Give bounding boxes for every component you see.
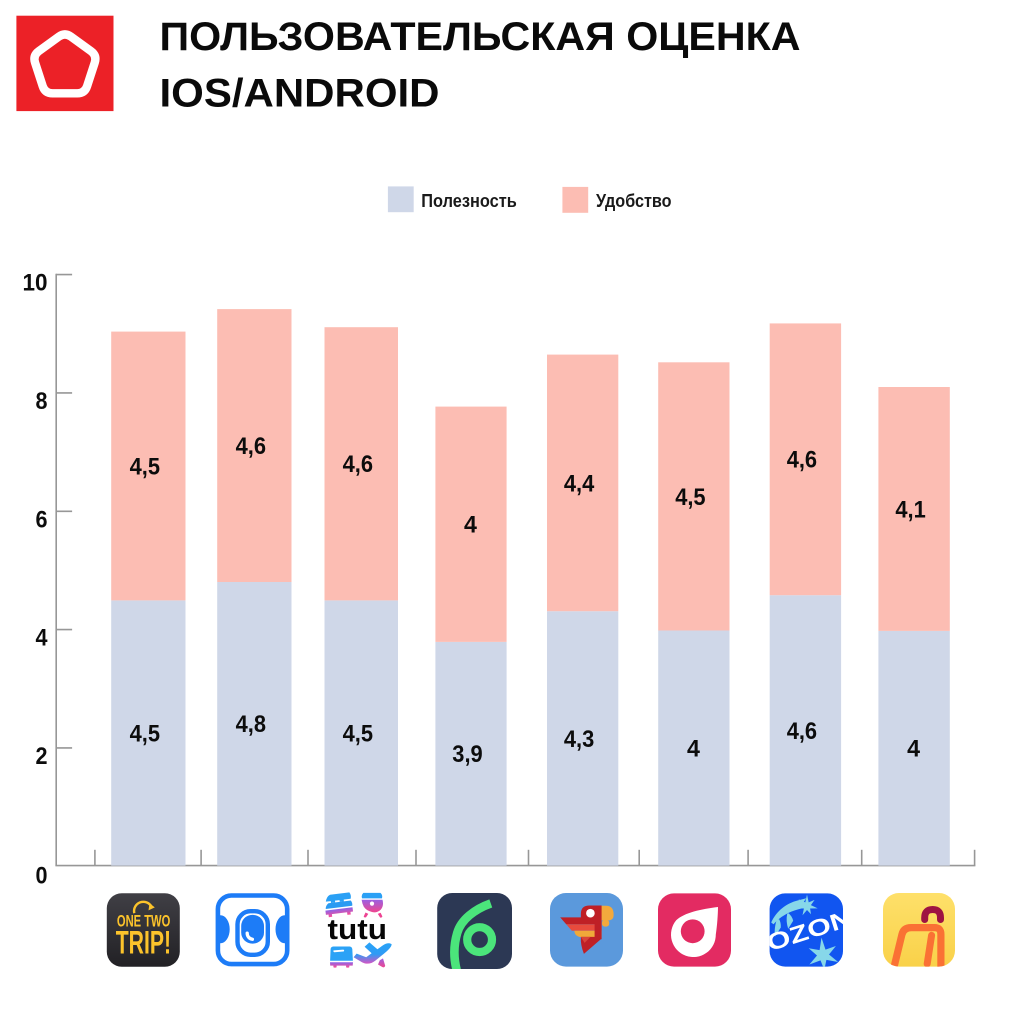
svg-text:ПОЛЬЗОВАТЕЛЬСКАЯ ОЦЕНКА: ПОЛЬЗОВАТЕЛЬСКАЯ ОЦЕНКА: [160, 15, 801, 59]
svg-text:ONE TWO: ONE TWO: [117, 911, 170, 930]
svg-text:tutu: tutu: [328, 914, 388, 946]
svg-text:4,6: 4,6: [787, 718, 817, 745]
svg-text:4,5: 4,5: [675, 484, 705, 511]
svg-text:4,4: 4,4: [564, 470, 595, 497]
svg-text:4: 4: [907, 736, 921, 763]
svg-text:10: 10: [23, 270, 48, 297]
svg-text:4: 4: [36, 625, 49, 652]
svg-text:4,8: 4,8: [236, 711, 266, 738]
svg-text:3,9: 3,9: [452, 741, 482, 768]
svg-text:6: 6: [36, 506, 48, 533]
svg-text:0: 0: [36, 863, 48, 890]
svg-text:4,3: 4,3: [564, 726, 594, 753]
svg-text:4: 4: [464, 512, 478, 539]
svg-text:8: 8: [36, 388, 48, 415]
svg-text:Удобство: Удобство: [596, 191, 672, 211]
svg-text:4: 4: [687, 735, 701, 762]
svg-text:4,5: 4,5: [130, 720, 160, 747]
svg-text:Полезность: Полезность: [421, 191, 517, 211]
svg-text:4,1: 4,1: [895, 496, 925, 523]
svg-text:4,5: 4,5: [130, 453, 160, 480]
svg-text:2: 2: [36, 743, 48, 770]
svg-text:4,6: 4,6: [787, 447, 817, 474]
svg-text:IOS/ANDROID: IOS/ANDROID: [160, 72, 440, 116]
svg-text:4,5: 4,5: [343, 720, 373, 747]
svg-text:4,6: 4,6: [343, 451, 373, 478]
svg-text:TRIP!: TRIP!: [116, 925, 171, 961]
svg-text:4,6: 4,6: [236, 433, 266, 460]
